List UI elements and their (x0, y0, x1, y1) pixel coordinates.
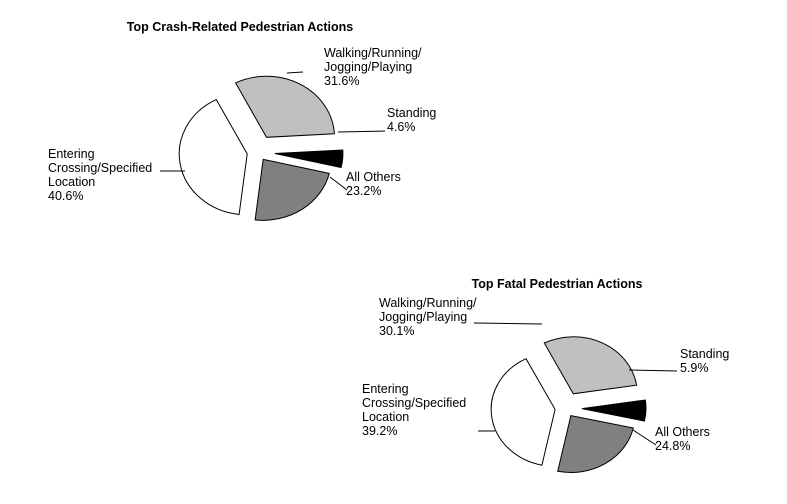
crash-pie-slices (178, 75, 344, 221)
crash-slice-standing (274, 149, 344, 169)
fatal-label-all-others: All Others 24.8% (655, 425, 710, 453)
fatal-label-all-others-line-1: 24.8% (655, 439, 690, 453)
crash-label-entering-line-2: Location (48, 175, 95, 189)
crash-label-all-others-line-1: 23.2% (346, 184, 381, 198)
fatal-label-walking: Walking/Running/Jogging/Playing 30.1% (379, 296, 477, 338)
fatal-label-entering-line-2: Location (362, 410, 409, 424)
fatal-pie-labels: Walking/Running/Jogging/Playing 30.1% Stan… (362, 296, 729, 453)
crash-label-walking-line-1: Jogging/Playing (324, 60, 412, 74)
fatal-label-walking-line-1: Jogging/Playing (379, 310, 467, 324)
fatal-label-standing: Standing 5.9% (680, 347, 729, 375)
crash-leader-all-others (329, 176, 348, 191)
crash-label-walking-line-2: 31.6% (324, 74, 359, 88)
fatal-label-standing-line-1: 5.9% (680, 361, 709, 375)
fatal-label-entering: Entering Crossing/Specified Location 39.2% (362, 382, 466, 438)
crash-label-walking: Walking/Running/Jogging/Playing 31.6% (324, 46, 422, 88)
crash-slice-walking (234, 75, 335, 138)
crash-actions-pie-chart: Top Crash-Related Pedestrian Actions Wal… (48, 20, 436, 221)
crash-label-all-others: All Others 23.2% (346, 170, 401, 198)
fatal-actions-pie-chart: Top Fatal Pedestrian Actions Walking/Run… (362, 277, 729, 474)
crash-label-entering-line-1: Crossing/Specified (48, 161, 152, 175)
fatal-label-standing-line-0: Standing (680, 347, 729, 361)
fatal-label-all-others-line-0: All Others (655, 425, 710, 439)
crash-leader-standing (337, 130, 386, 133)
crash-label-standing-line-1: 4.6% (387, 120, 416, 134)
crash-label-all-others-line-0: All Others (346, 170, 401, 184)
crash-leader-walking (286, 71, 304, 74)
fatal-leader-standing (628, 369, 678, 372)
fatal-label-walking-line-2: 30.1% (379, 324, 414, 338)
fatal-label-walking-line-0: Walking/Running/ (379, 296, 477, 310)
fatal-slice-all-others (557, 415, 634, 474)
crash-label-standing: Standing 4.6% (387, 106, 436, 134)
crash-slice-entering (178, 98, 248, 216)
fatal-label-entering-line-1: Crossing/Specified (362, 396, 466, 410)
fatal-chart-title: Top Fatal Pedestrian Actions (472, 277, 643, 291)
fatal-pie-slices (490, 336, 647, 474)
fatal-slice-entering (490, 358, 556, 466)
crash-pie-labels: Walking/Running/Jogging/Playing 31.6% Stan… (48, 46, 436, 203)
crash-label-entering-line-0: Entering (48, 147, 95, 161)
fatal-leader-walking (473, 322, 543, 325)
fatal-label-entering-line-0: Entering (362, 382, 409, 396)
crash-slice-all-others (254, 158, 330, 221)
fatal-leader-all-others (632, 429, 657, 446)
fatal-label-entering-line-3: 39.2% (362, 424, 397, 438)
crash-chart-title: Top Crash-Related Pedestrian Actions (127, 20, 353, 34)
crash-label-entering: Entering Crossing/Specified Location 40.6% (48, 147, 152, 203)
crash-label-standing-line-0: Standing (387, 106, 436, 120)
crash-label-entering-line-3: 40.6% (48, 189, 83, 203)
fatal-slice-standing (581, 399, 647, 422)
fatal-slice-walking (543, 336, 638, 395)
crash-label-walking-line-0: Walking/Running/ (324, 46, 422, 60)
